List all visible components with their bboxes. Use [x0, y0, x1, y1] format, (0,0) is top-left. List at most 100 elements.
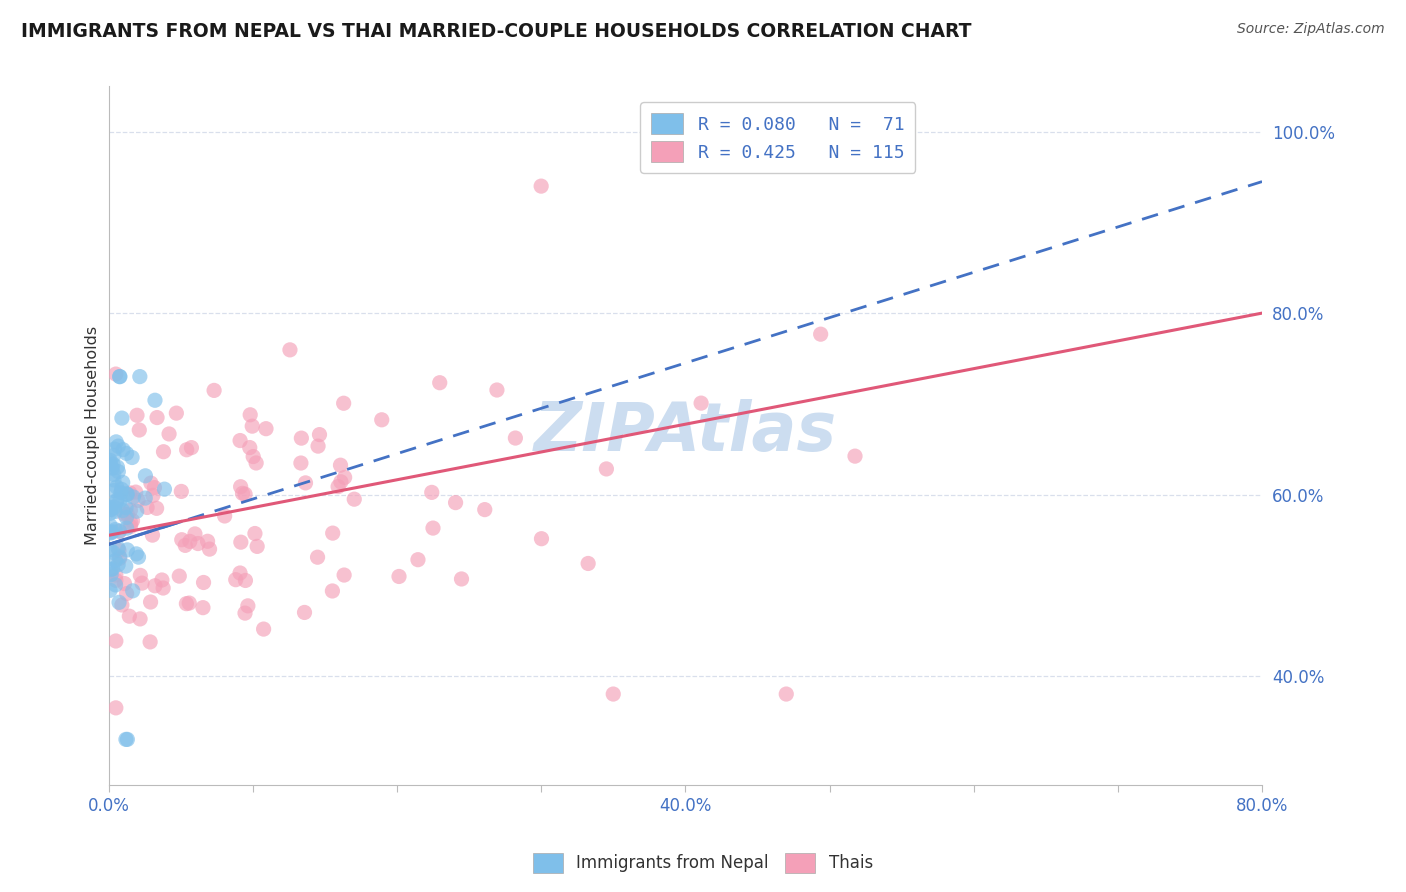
Point [111, 503, 134, 517]
Point [333, 470, 356, 484]
Point [170, 533, 193, 547]
Point [239, 408, 262, 422]
Point [108, 551, 131, 566]
Point [129, 612, 152, 626]
Point [98, 506, 121, 520]
Point [100, 567, 122, 582]
Point [120, 516, 142, 530]
Point [108, 524, 131, 539]
Point [117, 732, 139, 747]
Point [245, 456, 267, 470]
Point [98, 456, 121, 470]
Point [104, 523, 127, 537]
Point [169, 569, 191, 583]
Point [101, 461, 124, 475]
Point [429, 376, 451, 390]
Point [115, 500, 138, 515]
Point [157, 426, 180, 441]
Point [121, 514, 143, 528]
Point [127, 493, 149, 508]
Point [602, 687, 624, 701]
Point [104, 504, 127, 518]
Point [235, 574, 257, 588]
Point [100, 503, 122, 517]
Point [422, 521, 444, 535]
Point [110, 485, 132, 500]
Point [371, 413, 394, 427]
Point [775, 152, 797, 166]
Point [104, 578, 127, 592]
Point [134, 491, 156, 505]
Point [103, 448, 125, 462]
Point [104, 367, 127, 381]
Point [98, 453, 121, 467]
Point [294, 606, 316, 620]
Point [125, 409, 148, 423]
Point [229, 566, 252, 580]
Point [145, 501, 167, 516]
Point [108, 595, 131, 609]
Point [101, 524, 124, 539]
Point [233, 487, 256, 501]
Point [420, 485, 443, 500]
Point [104, 568, 127, 582]
Point [98, 525, 121, 540]
Point [103, 473, 125, 487]
Text: IMMIGRANTS FROM NEPAL VS THAI MARRIED-COUPLE HOUSEHOLDS CORRELATION CHART: IMMIGRANTS FROM NEPAL VS THAI MARRIED-CO… [21, 22, 972, 41]
Text: Source: ZipAtlas.com: Source: ZipAtlas.com [1237, 22, 1385, 37]
Point [229, 535, 252, 549]
Point [115, 487, 138, 501]
Point [278, 343, 301, 357]
Point [179, 596, 201, 610]
Point [775, 687, 797, 701]
Point [290, 456, 312, 470]
Point [100, 525, 122, 540]
Point [143, 481, 166, 495]
Point [120, 503, 142, 517]
Point [444, 495, 467, 509]
Point [170, 484, 193, 499]
Point [108, 524, 131, 538]
Point [844, 449, 866, 463]
Point [229, 434, 252, 448]
Point [103, 442, 125, 456]
Point [595, 462, 617, 476]
Legend: Immigrants from Nepal, Thais: Immigrants from Nepal, Thais [526, 847, 880, 880]
Point [530, 179, 553, 194]
Point [114, 559, 136, 574]
Point [136, 500, 159, 515]
Point [240, 419, 263, 434]
Point [139, 476, 162, 491]
Point [101, 457, 124, 471]
Point [242, 450, 264, 464]
Point [294, 475, 316, 490]
Point [326, 479, 349, 493]
Point [333, 568, 356, 582]
Point [246, 540, 269, 554]
Point [690, 396, 713, 410]
Point [107, 439, 129, 453]
Point [129, 568, 152, 582]
Point [231, 486, 253, 500]
Point [290, 431, 312, 445]
Point [321, 584, 343, 599]
Point [176, 597, 198, 611]
Point [111, 442, 134, 457]
Point [184, 527, 207, 541]
Y-axis label: Married-couple Households: Married-couple Households [86, 326, 100, 545]
Point [214, 508, 236, 523]
Point [105, 493, 128, 508]
Point [329, 458, 352, 473]
Point [98, 500, 121, 515]
Point [810, 327, 832, 342]
Point [103, 500, 125, 515]
Point [143, 579, 166, 593]
Point [388, 569, 411, 583]
Point [125, 547, 148, 561]
Point [118, 486, 141, 500]
Point [332, 396, 354, 410]
Point [142, 488, 165, 502]
Point [98, 542, 121, 557]
Point [115, 446, 138, 460]
Point [105, 494, 128, 508]
